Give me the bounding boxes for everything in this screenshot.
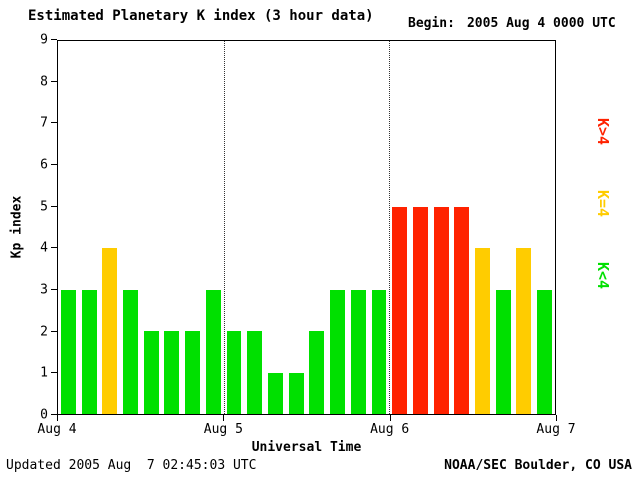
- kp-bar: [60, 289, 76, 414]
- kp-bar: [330, 289, 345, 414]
- kp-bar: [475, 248, 490, 414]
- updated-timestamp: Updated 2005 Aug 7 02:45:03 UTC: [6, 458, 257, 473]
- kp-bar: [392, 206, 408, 414]
- kp-bar: [81, 289, 97, 414]
- y-tick-mark: [51, 122, 57, 124]
- kp-bar: [495, 289, 511, 414]
- kp-bar: [454, 206, 470, 414]
- x-tick-mark: [556, 415, 557, 421]
- kp-bar: [226, 331, 242, 414]
- kp-bar: [412, 206, 428, 414]
- y-tick-mark: [51, 164, 57, 165]
- legend-item-k-below-4: K<4: [594, 262, 612, 290]
- y-tick-mark: [51, 414, 57, 415]
- kp-bar: [247, 331, 263, 414]
- y-tick-label: 7: [40, 115, 48, 131]
- y-axis-tick-labels: 0 1 2 3 4 5 6 7 8 9: [30, 34, 48, 422]
- kp-bar: [288, 372, 304, 414]
- begin-value: 2005 Aug 4 0000 UTC: [466, 16, 616, 31]
- kp-bar: [123, 289, 138, 414]
- y-tick-label: 0: [40, 407, 48, 423]
- kp-bar: [516, 248, 532, 414]
- legend-item-k-above-4: K>4: [594, 118, 612, 146]
- kp-bar: [185, 331, 201, 414]
- y-tick-mark: [51, 289, 57, 290]
- kp-bar: [267, 372, 283, 414]
- plot-area: [57, 40, 556, 415]
- y-axis-label: Kp index: [9, 195, 25, 259]
- kp-bar: [164, 331, 180, 414]
- begin-label: Begin:: [408, 16, 455, 31]
- y-tick-mark: [51, 247, 57, 249]
- kp-bar: [143, 331, 159, 414]
- x-tick-label: Aug 4: [37, 422, 77, 437]
- y-tick-label: 2: [40, 324, 48, 340]
- chart-title: Estimated Planetary K index (3 hour data…: [28, 8, 374, 24]
- x-tick-label: Aug 7: [536, 422, 576, 437]
- begin-time: Begin: 2005 Aug 4 0000 UTC: [408, 16, 616, 31]
- x-axis-tick-marks: [57, 415, 557, 421]
- y-tick-mark: [51, 205, 57, 207]
- y-tick-label: 5: [40, 199, 48, 215]
- legend-item-k-equal-4: K=4: [594, 190, 612, 218]
- kp-bar: [433, 206, 449, 414]
- x-axis-tick-labels: Aug 4 Aug 5 Aug 6 Aug 7: [37, 422, 575, 438]
- x-tick-label: Aug 6: [370, 422, 410, 437]
- x-tick-mark: [57, 415, 58, 421]
- y-tick-label: 6: [40, 157, 48, 173]
- y-axis-tick-marks: [51, 39, 57, 415]
- kp-bar: [205, 289, 221, 414]
- kp-bar: [371, 289, 387, 414]
- y-tick-label: 1: [40, 365, 48, 381]
- y-tick-label: 3: [40, 282, 48, 298]
- y-tick-label: 4: [40, 240, 48, 256]
- y-tick-mark: [51, 372, 57, 374]
- credit-text: NOAA/SEC Boulder, CO USA: [444, 458, 632, 473]
- y-tick-label: 8: [40, 74, 48, 90]
- x-tick-label: Aug 5: [203, 422, 243, 437]
- y-tick-mark: [51, 80, 57, 82]
- kp-bar: [350, 289, 366, 414]
- day-divider-line: [223, 41, 225, 414]
- kp-bar: [537, 289, 553, 414]
- kp-bar: [309, 331, 325, 414]
- y-tick-mark: [51, 39, 57, 40]
- kp-bar: [102, 248, 118, 414]
- y-tick-mark: [51, 330, 57, 332]
- x-tick-mark: [223, 415, 225, 421]
- day-divider-line: [389, 41, 391, 414]
- x-axis-label: Universal Time: [251, 440, 362, 455]
- y-tick-label: 9: [40, 32, 48, 48]
- x-tick-mark: [389, 415, 391, 421]
